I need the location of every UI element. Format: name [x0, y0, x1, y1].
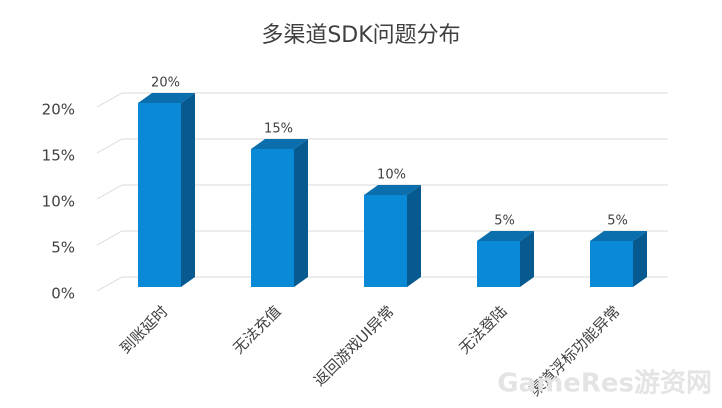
x-tick-label: 返回游戏UI异常: [310, 302, 397, 389]
grid-line-floor: [96, 276, 123, 292]
bar-top: [364, 185, 421, 195]
y-tick-label: 0%: [51, 285, 75, 303]
grid-line-floor: [96, 92, 123, 108]
y-tick-label: 20%: [42, 101, 75, 119]
grid-line-floor: [96, 184, 123, 200]
bar-side: [633, 231, 647, 287]
grid-line-floor: [96, 138, 123, 154]
bar: [138, 103, 181, 287]
y-tick-label: 15%: [42, 147, 75, 165]
bar-top: [477, 231, 534, 241]
value-label: 20%: [151, 76, 180, 91]
grid-line-floor: [96, 230, 123, 246]
x-tick-label: 无法充值: [229, 302, 284, 357]
y-tick-label: 10%: [42, 193, 75, 211]
bar-side: [520, 231, 534, 287]
value-label: 15%: [264, 122, 293, 137]
bar: [364, 195, 407, 287]
x-tick-label: 到账延时: [116, 302, 171, 357]
bar-top: [138, 93, 195, 103]
x-tick-label: 无法登陆: [455, 302, 510, 357]
bar-top: [251, 139, 308, 149]
value-label: 5%: [607, 214, 628, 229]
bar-side: [294, 139, 308, 287]
bar: [251, 149, 294, 287]
bar: [477, 241, 520, 287]
watermark: GameRes游资网: [497, 369, 712, 399]
bar-top: [590, 231, 647, 241]
value-label: 5%: [494, 214, 515, 229]
chart-title: 多渠道SDK问题分布: [261, 23, 460, 48]
bar: [590, 241, 633, 287]
value-label: 10%: [377, 168, 406, 183]
y-tick-label: 5%: [51, 239, 75, 257]
bar-side: [407, 185, 421, 287]
bar-side: [181, 93, 195, 287]
